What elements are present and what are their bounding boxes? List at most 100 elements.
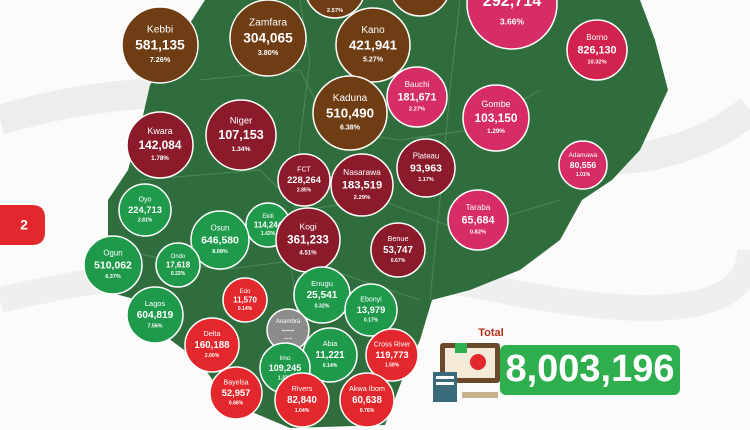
state-bubble: Enugu 25,541 0.32% xyxy=(293,266,351,324)
total-label: Total xyxy=(478,327,503,339)
share: 1.29% xyxy=(487,128,505,135)
state-bubble: Anambra---------- xyxy=(266,308,310,352)
state-name: FCT xyxy=(297,166,311,173)
votes: 646,580 xyxy=(201,235,239,246)
state-bubble: Delta 160,188 2.00% xyxy=(184,317,240,373)
bubble-circle xyxy=(126,286,184,344)
bubble-circle xyxy=(558,140,608,190)
bubble-circle xyxy=(370,222,426,278)
share: 2.57% xyxy=(327,8,343,14)
state-name: Gombe xyxy=(481,99,510,109)
votes: 826,130 xyxy=(577,44,616,56)
state-name: Kebbi xyxy=(147,25,173,36)
bubble-circle xyxy=(83,235,143,295)
state-name: Bayelsa xyxy=(224,379,249,386)
state-name: Oyo xyxy=(139,196,152,203)
state-name: Benue xyxy=(387,234,408,243)
state-bubble: Bayelsa 52,957 0.66% xyxy=(209,366,263,420)
bubble-circle xyxy=(392,0,448,17)
state-bubble: Rivers 82,840 1.04% xyxy=(274,372,330,428)
state-name: Bauchi xyxy=(405,80,430,89)
share: 8.08% xyxy=(212,249,228,255)
votes: 13,979 xyxy=(357,305,386,315)
share: 2.27% xyxy=(409,107,425,113)
bubble-circle xyxy=(466,0,558,50)
votes: 53,747 xyxy=(383,245,413,256)
bubble-circle xyxy=(339,372,395,428)
state-name: Nasarawa xyxy=(343,167,381,177)
state-name: Ekiti xyxy=(262,214,273,220)
votes: 103,150 xyxy=(475,111,518,125)
bubble-circle xyxy=(365,328,419,382)
share: 0.32% xyxy=(314,304,329,310)
state-name: Delta xyxy=(204,329,222,338)
votes: 93,963 xyxy=(410,163,442,174)
state-bubble: Plateau 93,963 1.17% xyxy=(396,138,456,198)
share: 7.26% xyxy=(150,55,171,64)
bubble-circle xyxy=(126,111,194,179)
state-name: Adamawa xyxy=(569,152,598,159)
votes: ----- xyxy=(282,325,295,334)
state-name: Niger xyxy=(230,116,253,127)
votes: 119,773 xyxy=(375,350,408,360)
bubble-circle xyxy=(190,210,250,270)
state-name: Kogi xyxy=(299,221,316,231)
share: 0.76% xyxy=(360,408,375,414)
state-name: Cross River xyxy=(374,341,411,348)
share: 0.66% xyxy=(229,401,244,407)
bubble-circle xyxy=(229,0,307,77)
state-name: Osun xyxy=(211,223,230,232)
state-name: Ondo xyxy=(171,254,186,260)
share: 2.85% xyxy=(297,188,312,194)
bubble-circle xyxy=(209,366,263,420)
share: 5.27% xyxy=(363,57,384,64)
bubble-circle xyxy=(184,317,240,373)
share: 3.66% xyxy=(500,16,525,26)
bubble-circle xyxy=(462,84,530,152)
state-name: Ogun xyxy=(103,248,122,257)
total-box xyxy=(500,345,680,395)
state-bubble: Ogun 510,062 6.37% xyxy=(83,235,143,295)
bubble-circle xyxy=(277,153,331,207)
share: 1.17% xyxy=(418,177,434,183)
state-name: Kaduna xyxy=(333,93,368,104)
state-bubble: Taraba 65,684 0.82% xyxy=(447,189,509,251)
state-name: Kano xyxy=(361,25,385,36)
bubble-circle xyxy=(121,6,199,84)
votes: 11,221 xyxy=(315,350,345,361)
state-name: Borno xyxy=(586,33,608,42)
state-bubble: Kogi 361,233 4.51% xyxy=(275,207,341,273)
votes: 581,135 xyxy=(135,37,185,52)
votes: 11,570 xyxy=(233,296,257,305)
votes: 510,490 xyxy=(326,105,374,120)
votes: 52,957 xyxy=(222,388,251,398)
votes: 183,519 xyxy=(342,180,382,192)
share: 1.43% xyxy=(261,231,276,237)
share: 4.51% xyxy=(299,249,317,256)
state-bubble: Lagos 604,819 7.56% xyxy=(126,286,184,344)
votes: 224,713 xyxy=(128,205,162,215)
share: 1.34% xyxy=(232,146,251,153)
votes: 65,684 xyxy=(461,214,494,226)
votes: 604,819 xyxy=(137,310,174,321)
bubble-circle xyxy=(396,138,456,198)
state-bubble: Ebonyi 13,979 0.17% xyxy=(344,283,398,337)
bubble-circle xyxy=(447,189,509,251)
bubble-circle xyxy=(306,0,364,19)
state-bubble: 2.57% xyxy=(306,0,364,19)
votes: 80,556 xyxy=(570,160,597,170)
state-name: Zamfara xyxy=(249,18,287,29)
state-name: Enugu xyxy=(311,279,333,288)
state-bubble: FCT 228,264 2.85% xyxy=(277,153,331,207)
share: 6.38% xyxy=(340,125,361,132)
votes: 107,153 xyxy=(218,128,264,142)
bubble-circle xyxy=(335,7,411,83)
share: 0.14% xyxy=(238,306,253,312)
state-name: Ebonyi xyxy=(360,296,382,303)
share: 1.01% xyxy=(576,172,591,178)
votes: 304,065 xyxy=(243,30,293,45)
